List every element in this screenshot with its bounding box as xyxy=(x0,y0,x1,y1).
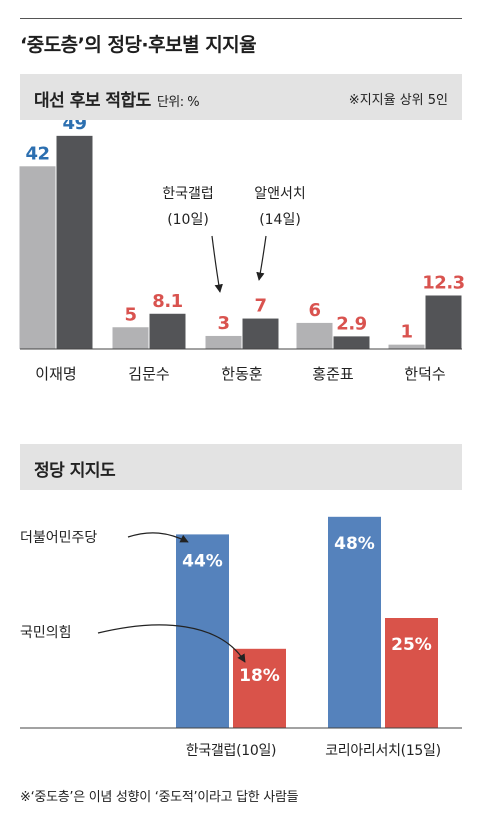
page-title: ‘중도층’의 정당·후보별 지지율 xyxy=(20,34,257,56)
annotation-2-line-2: (14일) xyxy=(259,212,301,228)
bar-rnsearch-4 xyxy=(333,336,370,349)
annotation-arrow-gallup xyxy=(211,235,223,293)
category-label-5: 한덕수 xyxy=(404,365,445,383)
bar-rnsearch-1 xyxy=(56,135,93,349)
category-label-3: 한동훈 xyxy=(221,365,262,383)
value-label-gallup-2: 5 xyxy=(124,304,136,325)
value-label-gallup-1: 42 xyxy=(25,143,49,164)
bar-gallup-2 xyxy=(112,327,149,349)
category-label-1: 이재명 xyxy=(35,365,76,383)
bar-rnsearch-5 xyxy=(425,295,462,349)
category-label-2: 김문수 xyxy=(128,365,169,383)
bar-gallup-1 xyxy=(19,166,56,349)
annotation-2-line-1: 알앤서치 xyxy=(254,186,306,202)
bar-democratic-2 xyxy=(328,516,381,728)
bar-gallup-5 xyxy=(388,344,425,349)
category-label-2: 코리아리서치(15일) xyxy=(325,743,441,759)
value-label-democratic-1: 44% xyxy=(182,551,223,571)
candidate-bar-chart: 42 49 이재명 5 8.1 김문수 3 7 한동훈 6 2.9 홍준표 1 12.3 한덕수 한국갤럽 (1… xyxy=(19,120,465,383)
category-label-1: 한국갤럽(10일) xyxy=(186,743,276,759)
annotation-1-line-1: 한국갤럽 xyxy=(162,186,214,202)
value-label-rnsearch-2: 8.1 xyxy=(152,291,182,312)
bar-gallup-3 xyxy=(205,335,242,349)
candidate-chart-title: 대선 후보 적합도 xyxy=(34,91,151,111)
series-label-democratic: 더불어민주당 xyxy=(20,530,97,546)
bar-ppp-1 xyxy=(233,648,286,728)
value-label-democratic-2: 48% xyxy=(334,534,375,554)
annotation-arrow-rnsearch xyxy=(256,235,267,281)
value-label-gallup-4: 6 xyxy=(308,300,320,321)
value-label-rnsearch-4: 2.9 xyxy=(336,313,366,334)
series-arrow-ppp xyxy=(97,624,246,663)
bar-rnsearch-3 xyxy=(242,318,279,349)
candidate-chart-header: 대선 후보 적합도 단위: % ※지지율 상위 5인 xyxy=(20,74,462,120)
value-label-ppp-1: 18% xyxy=(239,666,280,686)
value-label-gallup-5: 1 xyxy=(400,322,412,343)
category-label-4: 홍준표 xyxy=(312,365,354,383)
series-arrow-democratic xyxy=(127,532,189,543)
bar-rnsearch-2 xyxy=(149,313,186,349)
candidate-chart-note: ※지지율 상위 5인 xyxy=(348,93,448,108)
value-label-rnsearch-5: 12.3 xyxy=(422,272,464,293)
series-label-ppp: 국민의힘 xyxy=(20,625,72,641)
party-chart-header: 정당 지지도 xyxy=(20,444,462,490)
value-label-rnsearch-3: 7 xyxy=(254,296,266,317)
party-chart-title: 정당 지지도 xyxy=(34,461,116,481)
value-label-ppp-2: 25% xyxy=(391,635,432,655)
footnote: ※‘중도층’은 이념 성향이 ‘중도적’이라고 답한 사람들 xyxy=(20,790,299,805)
candidate-chart-unit: 단위: % xyxy=(156,95,200,110)
value-label-gallup-3: 3 xyxy=(217,313,229,334)
bar-gallup-4 xyxy=(296,322,333,349)
party-bar-chart: 44% 18% 한국갤럽(10일) 48% 25% 코리아리서치(15일) 더불어민주당국민… xyxy=(20,516,462,759)
bar-ppp-2 xyxy=(385,618,438,728)
annotation-1-line-2: (10일) xyxy=(167,212,209,228)
top-rule xyxy=(20,18,462,19)
value-label-rnsearch-1: 49 xyxy=(62,120,86,134)
